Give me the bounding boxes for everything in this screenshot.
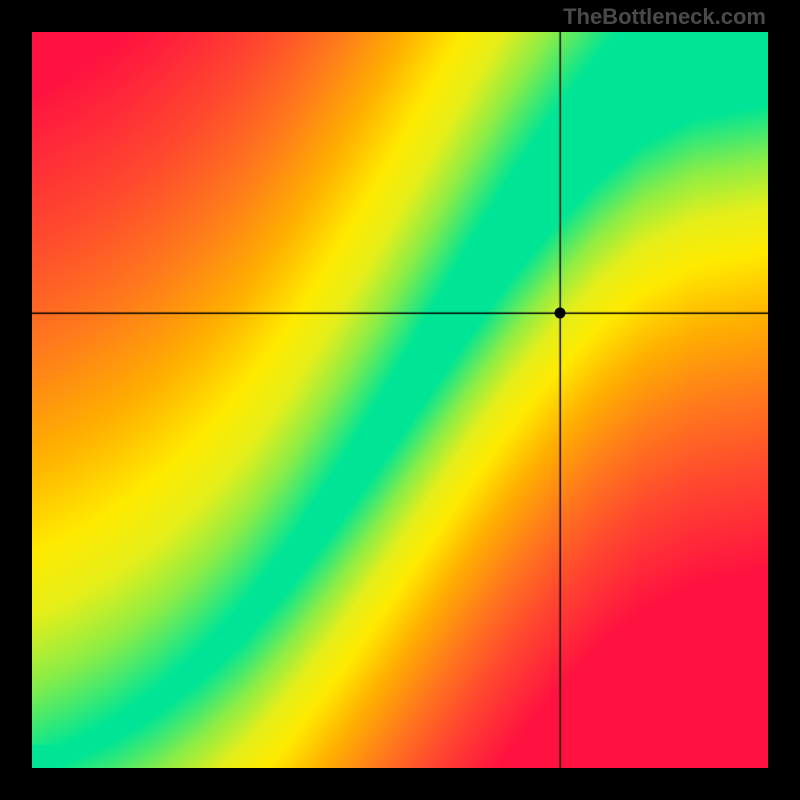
crosshair-overlay xyxy=(32,32,768,768)
selection-marker[interactable] xyxy=(555,308,565,318)
watermark-text: TheBottleneck.com xyxy=(563,4,766,30)
